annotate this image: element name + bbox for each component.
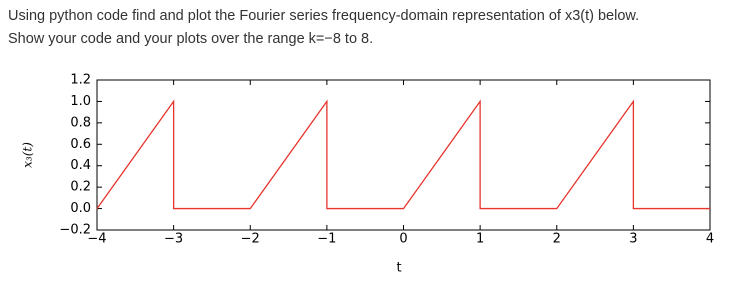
x-tick-label: −1 bbox=[317, 232, 336, 247]
signal-line bbox=[96, 99, 710, 210]
x-tick-label: 0 bbox=[399, 232, 407, 247]
x-tick-label: 1 bbox=[476, 232, 484, 247]
y-tick-label: 0.6 bbox=[70, 137, 91, 152]
y-tick-label: 0.0 bbox=[70, 201, 91, 216]
x-tick-label: −3 bbox=[164, 232, 183, 247]
y-tick-label: 1.0 bbox=[70, 94, 91, 109]
y-tick-label: 0.2 bbox=[70, 180, 91, 195]
y-tick-label: 1.2 bbox=[70, 73, 91, 88]
y-tick-label: −0.2 bbox=[59, 223, 91, 238]
x-tick-label: 4 bbox=[706, 232, 714, 247]
question-line: Using python code find and plot the Four… bbox=[8, 8, 639, 24]
y-tick-label: 0.4 bbox=[70, 158, 91, 173]
y-tick-label: 0.8 bbox=[70, 115, 91, 130]
x-tick-label: 3 bbox=[629, 232, 637, 247]
question-line: Show your code and your plots over the r… bbox=[8, 31, 373, 47]
x-axis-label: t bbox=[396, 261, 401, 276]
x-tick-label: −2 bbox=[241, 232, 260, 247]
x-tick-label: −4 bbox=[87, 232, 106, 247]
y-axis-label: x₃(t) bbox=[21, 142, 35, 168]
x-tick-label: 2 bbox=[553, 232, 561, 247]
